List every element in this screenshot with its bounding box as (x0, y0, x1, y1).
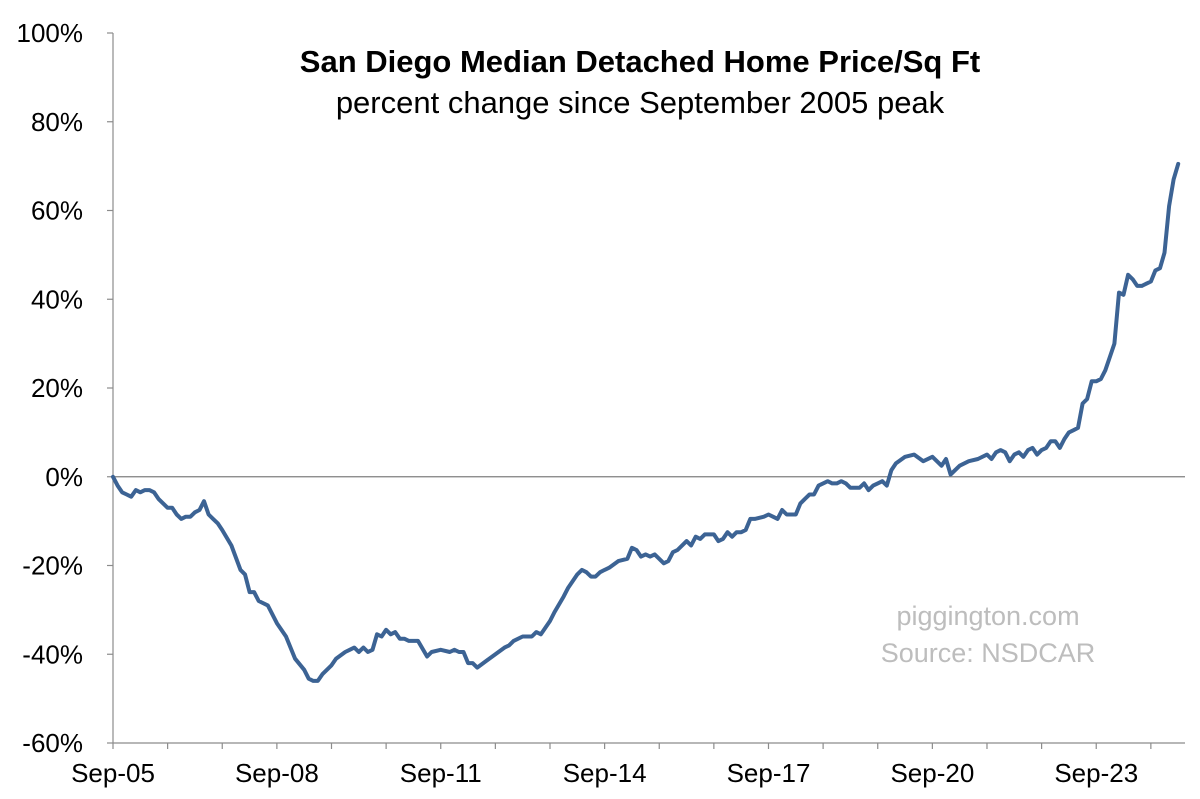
y-tick-label: 0% (45, 462, 83, 492)
x-tick-label: Sep-17 (727, 758, 811, 788)
x-tick-label: Sep-08 (235, 758, 319, 788)
watermark-site: piggington.com (896, 601, 1079, 631)
chart-title: San Diego Median Detached Home Price/Sq … (300, 44, 980, 79)
y-tick-label: 100% (17, 18, 84, 48)
watermark-source: Source: NSDCAR (881, 638, 1096, 668)
x-tick-label: Sep-14 (563, 758, 647, 788)
y-tick-label: -20% (22, 551, 83, 581)
y-tick-label: -60% (22, 728, 83, 758)
y-tick-label: -40% (22, 639, 83, 669)
y-tick-label: 20% (31, 373, 83, 403)
x-axis: Sep-05 Sep-08 Sep-11 Sep-14 Sep-17 Sep-20 Sep-… (71, 476, 1185, 788)
y-tick-label: 40% (31, 284, 83, 314)
series-line (111, 161, 1181, 683)
x-tick-label: Sep-05 (71, 758, 155, 788)
series-layer (111, 161, 1181, 683)
x-tick-label: Sep-23 (1054, 758, 1138, 788)
y-tick-label: 80% (31, 107, 83, 137)
y-tick-label: 60% (31, 196, 83, 226)
chart-subtitle: percent change since September 2005 peak (336, 85, 945, 120)
x-tick-label: Sep-11 (400, 758, 482, 788)
x-tick-label: Sep-20 (890, 758, 974, 788)
y-axis: -60% -40% -20% 0% 20% 40% 60% 80% 100% (17, 18, 114, 758)
